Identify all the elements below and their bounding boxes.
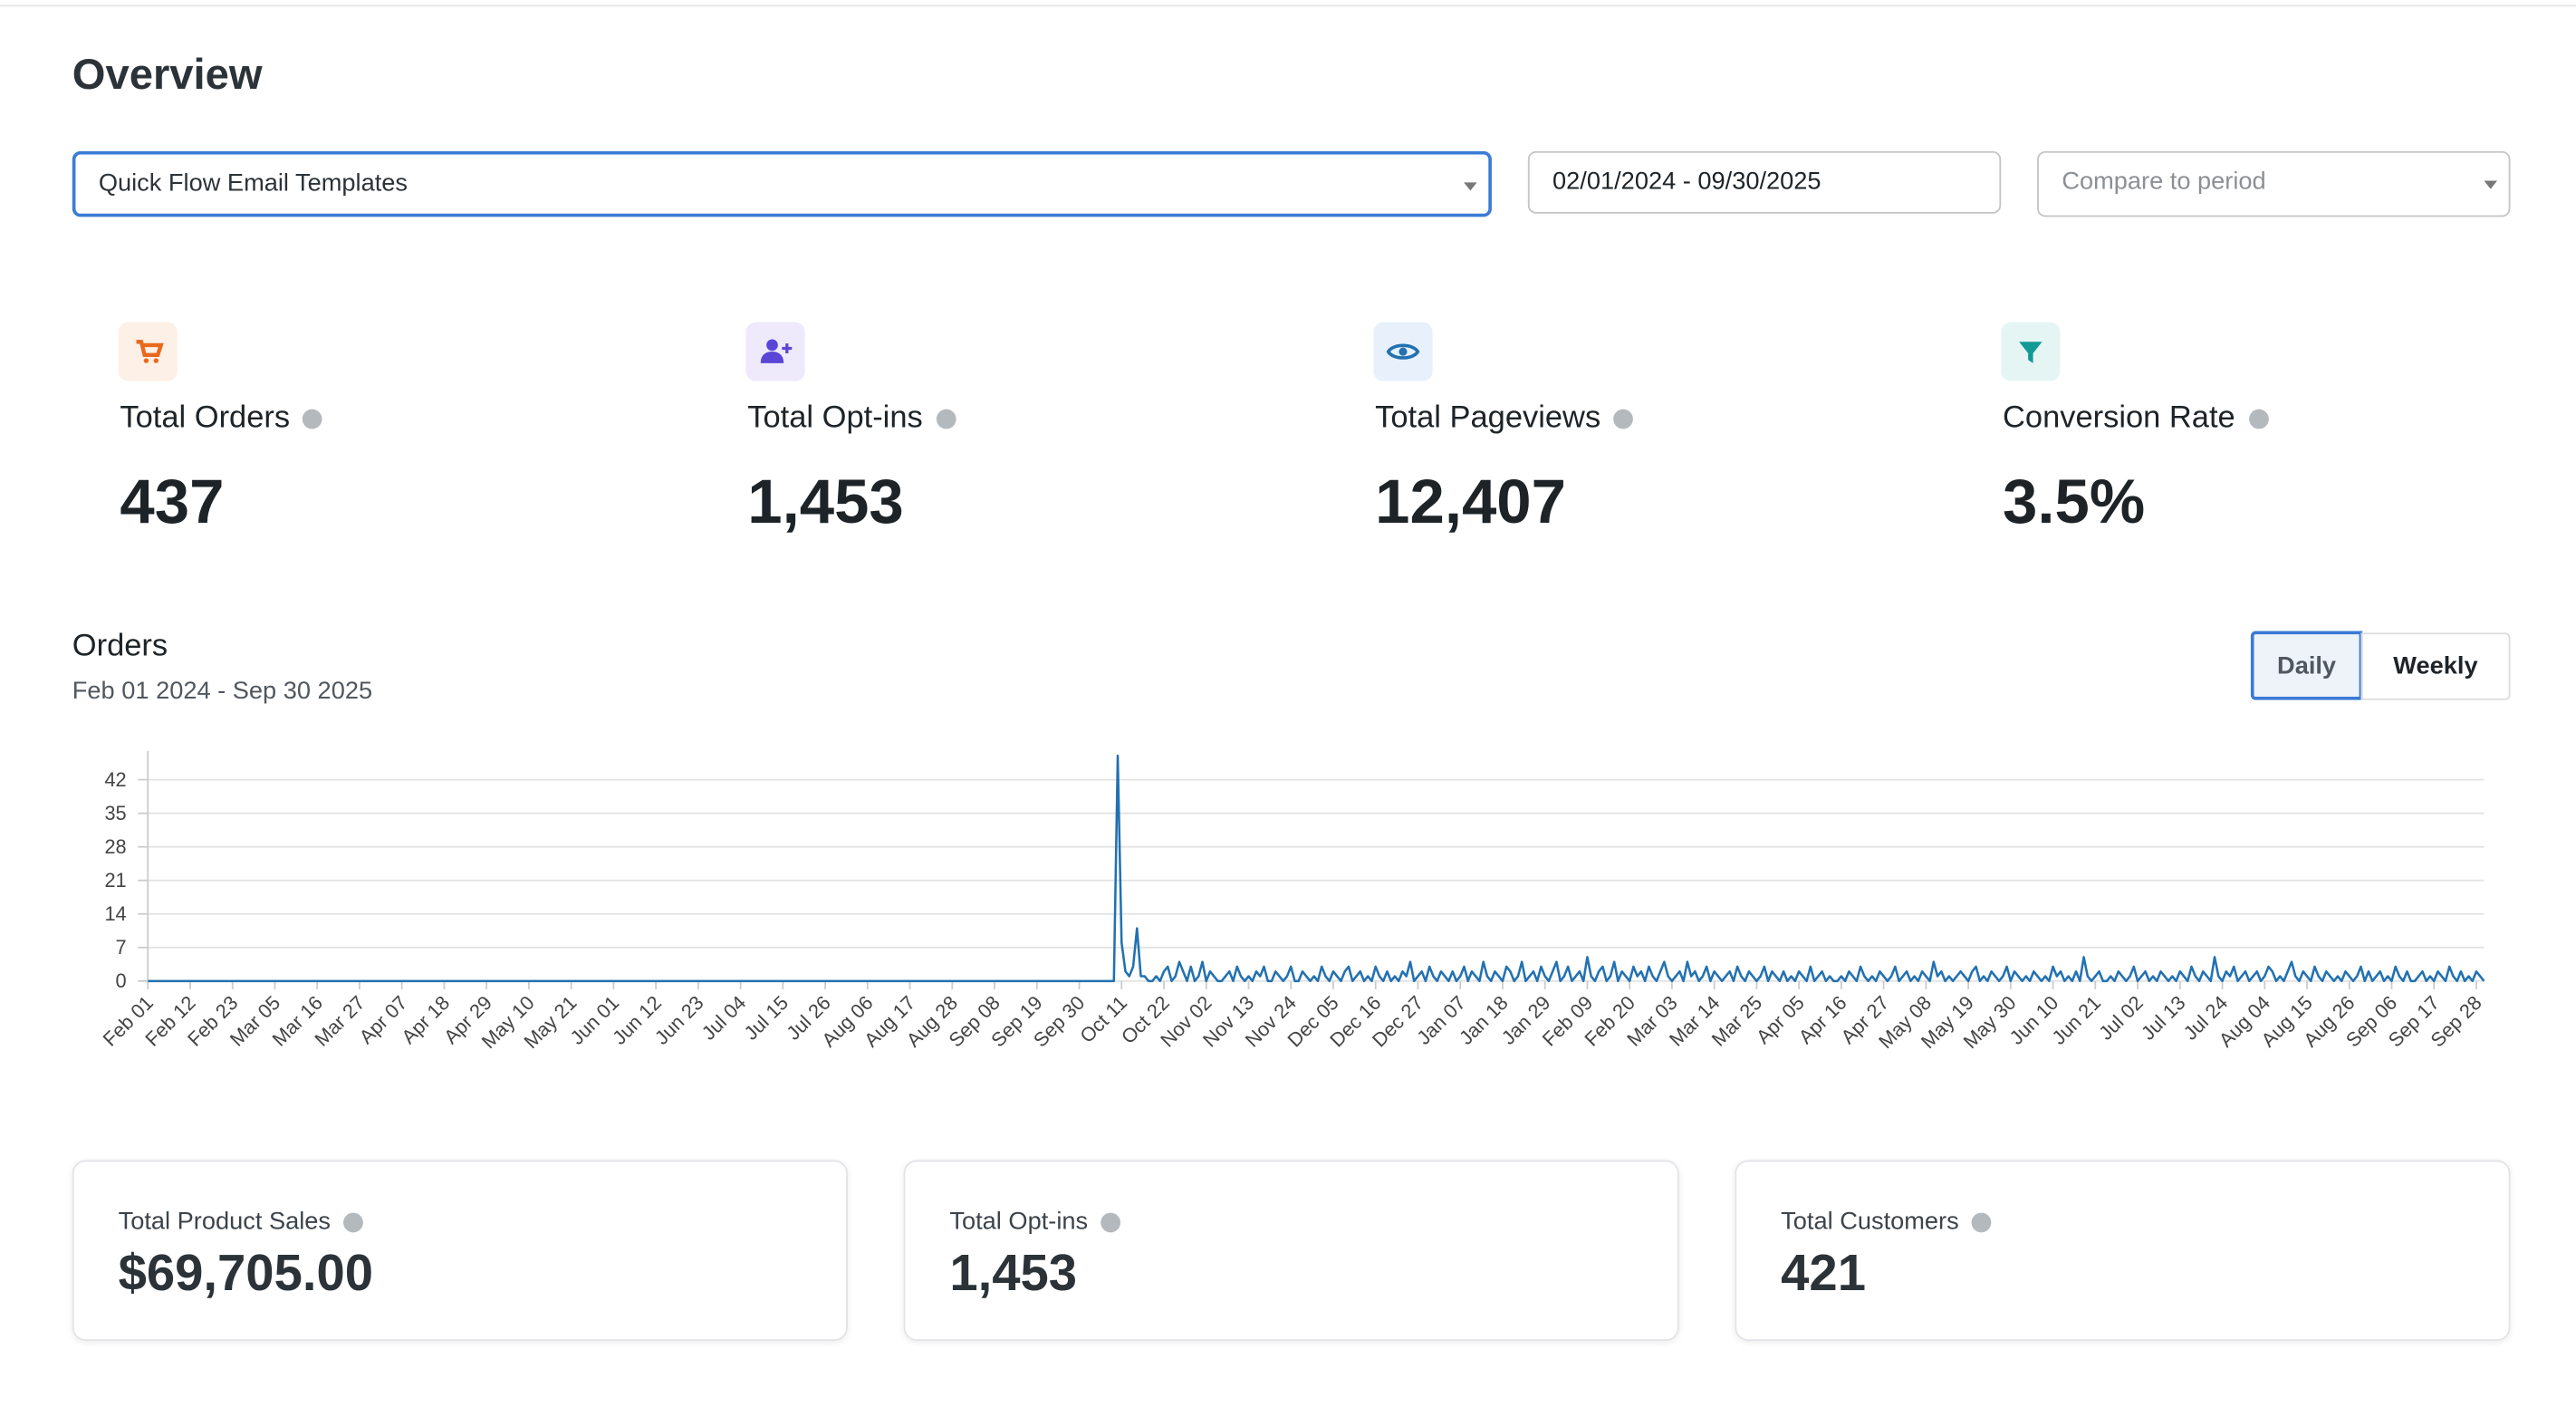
y-tick-label: 0 xyxy=(116,969,127,992)
x-tick-label: Apr 05 xyxy=(1752,991,1809,1048)
card-label-text: Total Product Sales xyxy=(118,1208,332,1236)
x-tick-label: Apr 07 xyxy=(354,991,411,1048)
summary-card: Total Customers 421 xyxy=(1735,1160,2511,1342)
compare-select[interactable]: Compare to period xyxy=(2037,150,2511,217)
weekly-button[interactable]: Weekly xyxy=(2360,632,2511,700)
card-value: $69,705.00 xyxy=(118,1244,374,1302)
info-icon[interactable] xyxy=(1613,409,1634,429)
orders-line xyxy=(148,754,2485,983)
x-tick-label: Apr 16 xyxy=(1794,991,1851,1048)
card-label-text: Total Customers xyxy=(1781,1208,1959,1236)
info-icon[interactable] xyxy=(2248,409,2269,429)
caret xyxy=(1464,182,1477,191)
top-border xyxy=(0,5,2576,7)
page-title: Overview xyxy=(72,49,263,99)
metric-label: Conversion Rate xyxy=(2003,400,2269,438)
info-icon[interactable] xyxy=(343,1212,364,1233)
y-tick-label: 35 xyxy=(104,802,126,824)
pageviews-icon xyxy=(1373,322,1433,381)
caret xyxy=(2484,180,2497,189)
conversion-icon xyxy=(2001,322,2061,381)
metric-value: 1,453 xyxy=(747,467,904,538)
y-tick-label: 14 xyxy=(104,902,126,925)
x-tick-label: Jul 15 xyxy=(739,991,793,1045)
metric-value: 3.5% xyxy=(2003,467,2146,538)
info-icon[interactable] xyxy=(936,409,956,429)
date-range-text: 02/01/2024 - 09/30/2025 xyxy=(1552,168,1821,196)
metric-label: Total Pageviews xyxy=(1375,400,1634,438)
template-select[interactable]: Quick Flow Email Templates xyxy=(72,150,1492,217)
metric-label-text: Total Opt-ins xyxy=(747,400,923,436)
metric-value: 437 xyxy=(120,467,225,538)
metric-label-text: Total Pageviews xyxy=(1375,400,1601,436)
metric-label: Total Orders xyxy=(120,400,323,438)
metric-value: 12,407 xyxy=(1375,467,1566,538)
card-label-text: Total Opt-ins xyxy=(949,1208,1089,1236)
card-value: 1,453 xyxy=(949,1244,1078,1302)
metric-label-text: Total Orders xyxy=(120,400,291,436)
summary-card: Total Opt-ins 1,453 xyxy=(903,1160,1679,1342)
card-label: Total Opt-ins xyxy=(949,1208,1121,1236)
x-tick-label: Jul 13 xyxy=(2137,991,2190,1045)
optins-icon xyxy=(745,322,805,381)
info-icon[interactable] xyxy=(1972,1212,1993,1233)
y-tick-label: 28 xyxy=(104,835,126,858)
chart-subtitle: Feb 01 2024 - Sep 30 2025 xyxy=(72,677,373,706)
card-value: 421 xyxy=(1781,1244,1866,1302)
y-tick-label: 21 xyxy=(104,869,126,891)
compare-placeholder: Compare to period xyxy=(2062,168,2266,196)
y-tick-label: 42 xyxy=(104,768,126,791)
summary-card: Total Product Sales $69,705.00 xyxy=(72,1160,848,1342)
x-tick-label: Apr 18 xyxy=(397,991,454,1048)
metric-label: Total Opt-ins xyxy=(747,401,956,438)
x-tick-label: Jul 04 xyxy=(697,991,751,1045)
info-icon[interactable] xyxy=(303,409,323,429)
card-label: Total Customers xyxy=(1781,1208,1993,1236)
template-select-text: Quick Flow Email Templates xyxy=(98,169,409,198)
y-tick-label: 7 xyxy=(116,936,127,959)
chart-title: Orders xyxy=(72,629,168,664)
info-icon[interactable] xyxy=(1101,1212,1121,1233)
orders-icon xyxy=(118,322,178,381)
card-label: Total Product Sales xyxy=(119,1208,364,1236)
metric-label-text: Conversion Rate xyxy=(2003,400,2235,436)
daily-button[interactable]: Daily xyxy=(2250,631,2363,700)
date-range[interactable]: 02/01/2024 - 09/30/2025 xyxy=(1527,150,2002,214)
x-tick-label: Jul 02 xyxy=(2094,991,2148,1045)
